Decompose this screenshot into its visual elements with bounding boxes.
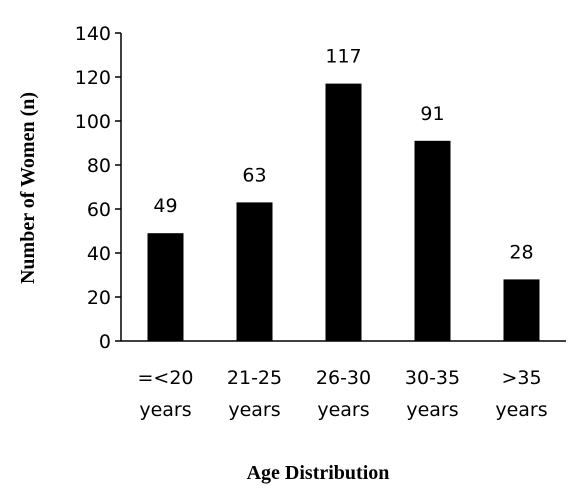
bar (147, 233, 184, 341)
y-tick-label: 80 (87, 155, 111, 177)
y-tick-label: 140 (75, 23, 111, 45)
data-label: 91 (420, 103, 444, 125)
x-tick-label: =<20 years (137, 367, 193, 421)
bar-series (147, 83, 540, 341)
y-axis-title: Number of Women (n) (17, 92, 39, 284)
bar (414, 140, 451, 341)
y-tick-label: 120 (75, 67, 111, 89)
y-tick-label: 20 (87, 287, 111, 309)
data-label: 28 (509, 241, 533, 263)
x-axis-title: Age Distribution (247, 462, 390, 484)
y-axis-ticks: 0 20 40 60 80 100 120 140 (75, 23, 121, 353)
x-tick-label-line: years (317, 399, 369, 421)
x-tick-label-line: >35 (501, 367, 541, 389)
bar (503, 279, 540, 341)
x-tick-label-line: =<20 (137, 367, 193, 389)
x-tick-label: 21-25 years (227, 367, 282, 421)
x-tick-label-line: years (495, 399, 547, 421)
data-label: 117 (325, 46, 361, 68)
x-tick-label-line: 30-35 (405, 367, 460, 389)
data-label: 63 (242, 164, 266, 186)
y-tick-label: 60 (87, 199, 111, 221)
y-tick-label: 100 (75, 111, 111, 133)
x-tick-label-line: years (228, 399, 280, 421)
x-tick-label-line: years (406, 399, 458, 421)
y-tick-label: 0 (99, 331, 111, 353)
x-tick-label: 26-30 years (316, 367, 371, 421)
bar (325, 83, 362, 341)
bar (236, 202, 273, 341)
x-tick-label-line: years (139, 399, 191, 421)
data-labels: 49 63 117 91 28 (153, 46, 533, 264)
data-label: 49 (153, 195, 177, 217)
x-tick-label-line: 21-25 (227, 367, 282, 389)
y-tick-label: 40 (87, 243, 111, 265)
x-tick-label-line: 26-30 (316, 367, 371, 389)
x-tick-label: >35 years (495, 367, 547, 421)
x-tick-label: 30-35 years (405, 367, 460, 421)
